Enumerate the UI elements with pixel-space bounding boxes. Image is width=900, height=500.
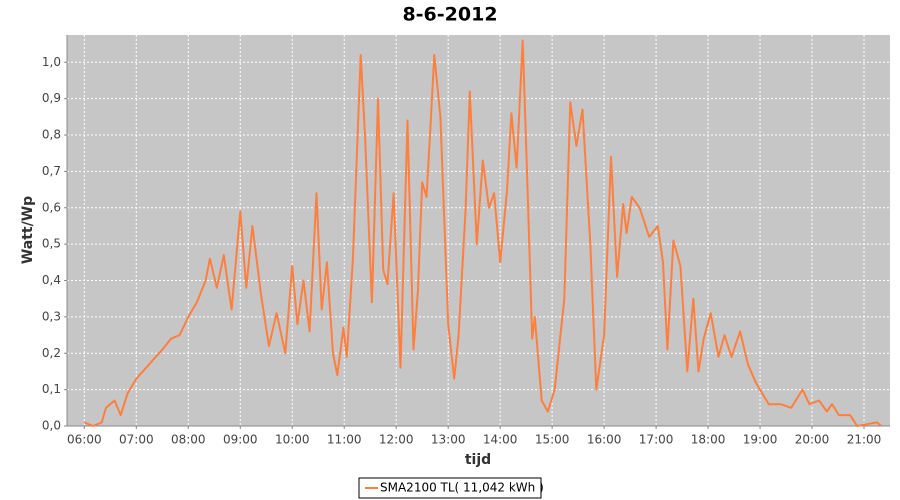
x-axis-label: tijd [465, 452, 491, 468]
legend-box [358, 477, 542, 499]
x-tick-label: 06:00 [67, 433, 102, 447]
x-tick-label: 18:00 [691, 433, 726, 447]
series-line [83, 39, 882, 427]
y-tick-label: 0,6 [42, 200, 61, 214]
x-tick-label: 21:00 [847, 433, 882, 447]
y-tick-label: 0,0 [42, 419, 61, 433]
y-tick-label: 0,5 [42, 237, 61, 251]
x-tick-label: 14:00 [483, 433, 518, 447]
y-tick-label: 0,3 [42, 309, 61, 323]
x-tick-label: 12:00 [379, 433, 414, 447]
legend-label: SMA2100 TL( 11,042 kWh ) [380, 481, 544, 495]
y-tick-label: 0,4 [42, 273, 61, 287]
y-tick-label: 0,7 [42, 164, 61, 178]
y-tick-label: 0,1 [42, 382, 61, 396]
x-tick-label: 16:00 [587, 433, 622, 447]
x-tick-label: 08:00 [171, 433, 206, 447]
x-tick-label: 09:00 [223, 433, 258, 447]
x-tick-label: 19:00 [743, 433, 778, 447]
y-axis-label: Watt/Wp [20, 196, 36, 264]
x-tick-label: 17:00 [639, 433, 674, 447]
x-tick-label: 11:00 [327, 433, 362, 447]
x-tick-label: 07:00 [119, 433, 154, 447]
x-tick-label: 10:00 [275, 433, 310, 447]
y-tick-label: 1,0 [42, 55, 61, 69]
y-tick-label: 0,8 [42, 128, 61, 142]
x-tick-label: 15:00 [535, 433, 570, 447]
x-tick-label: 20:00 [795, 433, 830, 447]
chart-title: 8-6-2012 [402, 4, 497, 26]
y-tick-label: 0,9 [42, 91, 61, 105]
x-tick-label: 13:00 [431, 433, 466, 447]
y-tick-label: 0,2 [42, 346, 61, 360]
